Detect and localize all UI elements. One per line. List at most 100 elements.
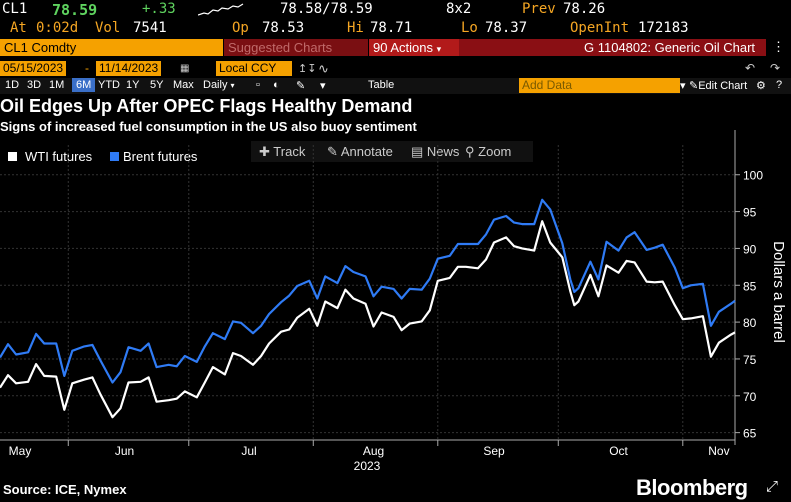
- bid-ask: 78.58/78.59: [280, 1, 373, 17]
- y-axis-label: Dollars a barrel: [770, 241, 787, 343]
- y-tick-label: 85: [743, 279, 757, 293]
- at-value: 0:02d: [36, 20, 79, 36]
- source-note: Source: ICE, Nymex: [3, 482, 127, 497]
- end-date-input[interactable]: 11/14/2023: [96, 61, 162, 76]
- period-1y[interactable]: 1Y: [126, 79, 140, 91]
- actions-label: Actions: [390, 40, 434, 55]
- chevron-down-icon: ▾: [436, 44, 442, 54]
- actions-button[interactable]: 90 Actions ▾: [369, 39, 459, 56]
- y-axis: 65 70 75 80 85 90 95 100: [734, 130, 763, 445]
- hi-value: 78.71: [370, 20, 413, 36]
- help-icon[interactable]: ?: [776, 79, 783, 91]
- wti-line: [0, 220, 736, 419]
- period-3d[interactable]: 3D: [27, 79, 42, 91]
- bar-chart-icon[interactable]: ▫: [256, 79, 260, 91]
- news-button[interactable]: ▤ News: [411, 144, 459, 160]
- news-icon: ▤: [411, 144, 424, 159]
- date-bar: 05/15/2023 - 11/14/2023 ▦ Local CCY ↥↧ ∿…: [0, 61, 791, 78]
- actions-prefix: 90: [373, 40, 388, 55]
- start-date-input[interactable]: 05/15/2023: [0, 61, 67, 76]
- frequency-select[interactable]: Daily ▾: [203, 79, 235, 91]
- track-label: Track: [273, 144, 306, 159]
- date-separator: -: [85, 61, 89, 75]
- chart-name-field[interactable]: G 1104802: Generic Oil Chart: [459, 39, 766, 56]
- security-field[interactable]: CL1 Comdty: [0, 39, 223, 56]
- x-tick-label: Oct: [609, 444, 628, 458]
- brent-line: [0, 198, 736, 384]
- command-bar: CL1 Comdty Suggested Charts 90 Actions ▾…: [0, 39, 791, 57]
- track-button[interactable]: ✚ Track: [259, 144, 305, 160]
- last-price: 78.59: [52, 1, 98, 19]
- annotate-label: Annotate: [340, 144, 393, 159]
- x-tick-label: Aug: [363, 444, 384, 458]
- y-tick-label: 75: [743, 353, 757, 367]
- chart-tools: ✚ Track ✎ Annotate ▤ News ⚲ Zoom: [251, 141, 533, 162]
- line-chart-icon[interactable]: ∿: [318, 61, 329, 76]
- openint-label: OpenInt: [570, 20, 630, 36]
- y-tick-label: 100: [743, 169, 763, 183]
- period-bar: 1D 3D 1M 6M YTD 1Y 5Y Max Daily ▾ ▫ ◐ ✎ …: [0, 78, 791, 94]
- price-change: +.33: [142, 1, 176, 17]
- annotate-button[interactable]: ✎ Annotate: [327, 144, 393, 160]
- add-data-placeholder: Add Data: [522, 78, 573, 92]
- quote-row-1: CL1 78.59 +.33 78.58/78.59 8x2 Prev 78.2…: [0, 1, 791, 20]
- table-button[interactable]: Table: [368, 79, 395, 91]
- openint-value: 172183: [638, 20, 689, 36]
- y-tick-label: 90: [743, 242, 757, 256]
- x-grid: [67, 145, 684, 440]
- draw-icon[interactable]: ✎: [296, 80, 306, 92]
- period-1m[interactable]: 1M: [49, 79, 65, 91]
- add-data-input[interactable]: Add Data: [519, 78, 680, 93]
- chart-type-icon[interactable]: ↥↧: [298, 63, 317, 75]
- period-6m[interactable]: 6M: [72, 78, 96, 92]
- prev-label: Prev: [522, 1, 556, 17]
- expand-icon[interactable]: ⤢: [766, 478, 779, 495]
- pie-icon[interactable]: ◐: [273, 79, 280, 91]
- chevron-down-icon[interactable]: ▾: [680, 80, 686, 92]
- prev-value: 78.26: [563, 1, 606, 17]
- frequency-label: Daily: [203, 79, 228, 91]
- currency-select[interactable]: Local CCY: [216, 61, 292, 76]
- vol-label: Vol: [95, 20, 121, 36]
- calendar-icon[interactable]: ▦: [180, 63, 190, 74]
- x-tick-label: Nov: [708, 444, 729, 458]
- period-1d[interactable]: 1D: [5, 79, 20, 91]
- x-tick-label: Sep: [483, 444, 505, 458]
- settings-icon[interactable]: ⚙: [756, 80, 766, 92]
- trade-size: 8x2: [446, 1, 472, 17]
- series-lines: [0, 198, 736, 419]
- quote-row-2: At 0:02d Vol 7541 Op 78.53 Hi 78.71 Lo 7…: [0, 20, 791, 38]
- y-tick-label: 65: [743, 427, 757, 441]
- currency-label: Local CCY: [219, 61, 277, 75]
- suggested-label: Suggested Charts: [228, 40, 333, 55]
- period-max[interactable]: Max: [173, 79, 194, 91]
- chart-title: Oil Edges Up After OPEC Flags Healthy De…: [0, 96, 413, 116]
- chart-subtitle: Signs of increased fuel consumption in t…: [0, 119, 417, 134]
- undo-icon[interactable]: ↶: [745, 61, 756, 75]
- security-label: CL1 Comdty: [4, 40, 77, 55]
- magnifier-icon: ⚲: [465, 144, 475, 159]
- x-tick-label: May: [9, 444, 32, 458]
- suggested-charts-button[interactable]: Suggested Charts: [224, 39, 368, 56]
- sparkline-icon: [198, 3, 244, 16]
- bloomberg-logo: Bloomberg: [636, 475, 748, 500]
- zoom-label: Zoom: [478, 144, 512, 159]
- news-label: News: [426, 144, 460, 159]
- x-tick-label: Jul: [241, 444, 256, 458]
- period-5y[interactable]: 5Y: [150, 79, 164, 91]
- zoom-button[interactable]: ⚲ Zoom: [465, 144, 511, 160]
- edit-icon: ✎: [689, 80, 699, 92]
- at-label: At: [10, 20, 27, 36]
- period-ytd[interactable]: YTD: [98, 79, 120, 91]
- chart-name: G 1104802: Generic Oil Chart: [584, 40, 756, 55]
- redo-icon[interactable]: ↷: [770, 61, 781, 75]
- legend-swatch-brent: [110, 152, 119, 161]
- chevron-icon[interactable]: ▾: [320, 80, 326, 92]
- grid: [0, 174, 735, 434]
- edit-chart-button[interactable]: ✎Edit Chart: [689, 79, 747, 92]
- x-tick-label: Jun: [115, 444, 134, 458]
- more-icon[interactable]: ⋮: [772, 39, 785, 54]
- y-tick-label: 95: [743, 206, 757, 220]
- lo-value: 78.37: [485, 20, 528, 36]
